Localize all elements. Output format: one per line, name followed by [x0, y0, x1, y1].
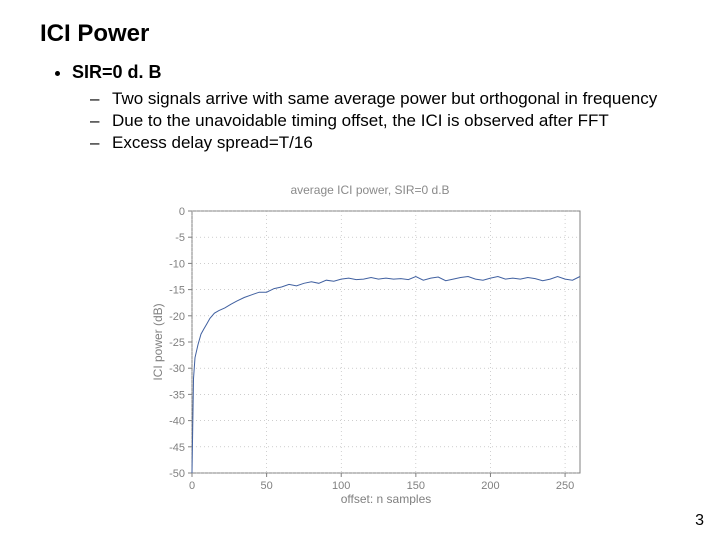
ytick-label: -20	[169, 311, 185, 323]
bullet-list: SIR=0 d. B Two signals arrive with same …	[40, 62, 680, 153]
bullet-sir-text: SIR=0 d. B	[72, 62, 162, 82]
chart-title: average ICI power, SIR=0 d.B	[150, 183, 590, 197]
xtick-label: 100	[332, 480, 350, 492]
ytick-label: 0	[179, 206, 185, 218]
data-series-line	[192, 277, 580, 474]
ytick-label: -30	[169, 363, 185, 375]
y-axis-label: ICI power (dB)	[151, 303, 165, 380]
x-axis-label: offset: n samples	[341, 492, 432, 505]
ytick-label: -10	[169, 258, 185, 270]
xtick-label: 150	[407, 480, 425, 492]
sub-bullet-list: Two signals arrive with same average pow…	[72, 89, 680, 153]
ytick-label: -5	[175, 232, 185, 244]
ytick-label: -50	[169, 468, 185, 480]
ytick-label: -40	[169, 416, 185, 428]
slide-title: ICI Power	[40, 20, 680, 48]
ytick-label: -45	[169, 442, 185, 454]
ytick-label: -35	[169, 389, 185, 401]
ytick-label: -25	[169, 337, 185, 349]
sub-bullet-1: Two signals arrive with same average pow…	[112, 89, 680, 109]
xtick-label: 200	[481, 480, 499, 492]
xtick-label: 50	[260, 480, 272, 492]
ici-power-chart: average ICI power, SIR=0 d.B 05010015020…	[150, 205, 590, 515]
chart-svg: 0 50 100 150 200 250 0 -5 -10 -15 -20 -25 -30 -35 -40 -…	[150, 205, 590, 505]
xtick-label: 250	[556, 480, 574, 492]
page-number: 3	[695, 512, 704, 530]
plot-border	[192, 211, 580, 473]
bullet-sir: SIR=0 d. B Two signals arrive with same …	[72, 62, 680, 153]
sub-bullet-3: Excess delay spread=T/16	[112, 133, 680, 153]
ytick-label: -15	[169, 285, 185, 297]
xtick-label: 0	[189, 480, 195, 492]
sub-bullet-2: Due to the unavoidable timing offset, th…	[112, 111, 680, 131]
